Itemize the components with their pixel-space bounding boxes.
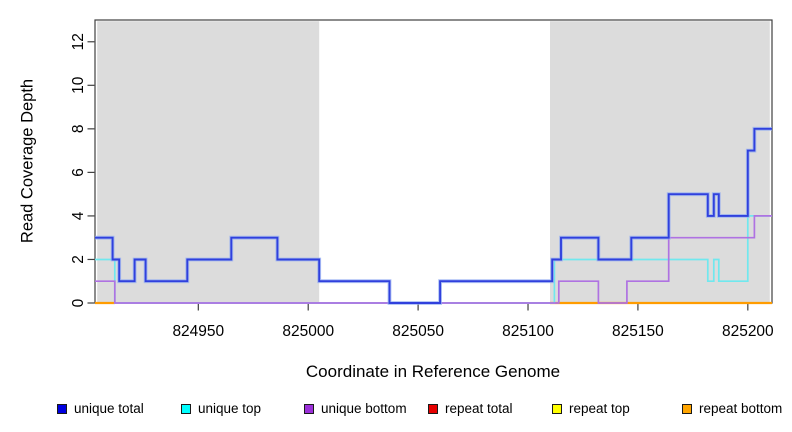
y-tick-label: 6 <box>70 168 87 177</box>
x-tick-label: 825200 <box>722 323 774 340</box>
y-tick-label: 10 <box>70 76 87 94</box>
x-tick-label: 825150 <box>612 323 664 340</box>
y-tick-label: 8 <box>70 125 87 134</box>
legend-label: unique top <box>198 401 262 416</box>
x-tick-label: 825050 <box>392 323 444 340</box>
y-axis-title: Read Coverage Depth <box>18 78 37 244</box>
legend-item-unique-bottom: unique bottom <box>304 402 407 416</box>
series-line-unique-bottom <box>95 215 772 304</box>
x-tick-label: 824950 <box>172 323 224 340</box>
legend-item-unique-total: unique total <box>57 402 144 416</box>
legend-label: unique total <box>74 401 144 416</box>
legend-item-repeat-top: repeat top <box>552 402 630 416</box>
y-tick-label: 12 <box>70 33 87 50</box>
legend-swatch <box>304 404 314 414</box>
x-axis-title: Coordinate in Reference Genome <box>305 362 561 381</box>
legend-label: repeat bottom <box>699 401 783 416</box>
y-tick-label: 4 <box>70 211 87 220</box>
y-tick-label: 0 <box>70 298 87 307</box>
legend-swatch <box>552 404 562 414</box>
legend-swatch <box>181 404 191 414</box>
legend-label: repeat total <box>445 401 513 416</box>
shaded-region <box>97 21 320 303</box>
series-line-unique-total <box>95 127 772 304</box>
legend-swatch <box>57 404 67 414</box>
x-tick-label: 825000 <box>282 323 334 340</box>
legend-item-repeat-bottom: repeat bottom <box>682 402 782 416</box>
legend-swatch <box>428 404 438 414</box>
shaded-region <box>549 21 770 303</box>
legend-label: repeat top <box>569 401 630 416</box>
legend-item-unique-top: unique top <box>181 402 261 416</box>
legend-item-repeat-total: repeat total <box>428 402 513 416</box>
y-tick-label: 2 <box>70 255 87 264</box>
legend-label: unique bottom <box>321 401 407 416</box>
x-tick-label: 825100 <box>502 323 554 340</box>
legend-swatch <box>682 404 692 414</box>
